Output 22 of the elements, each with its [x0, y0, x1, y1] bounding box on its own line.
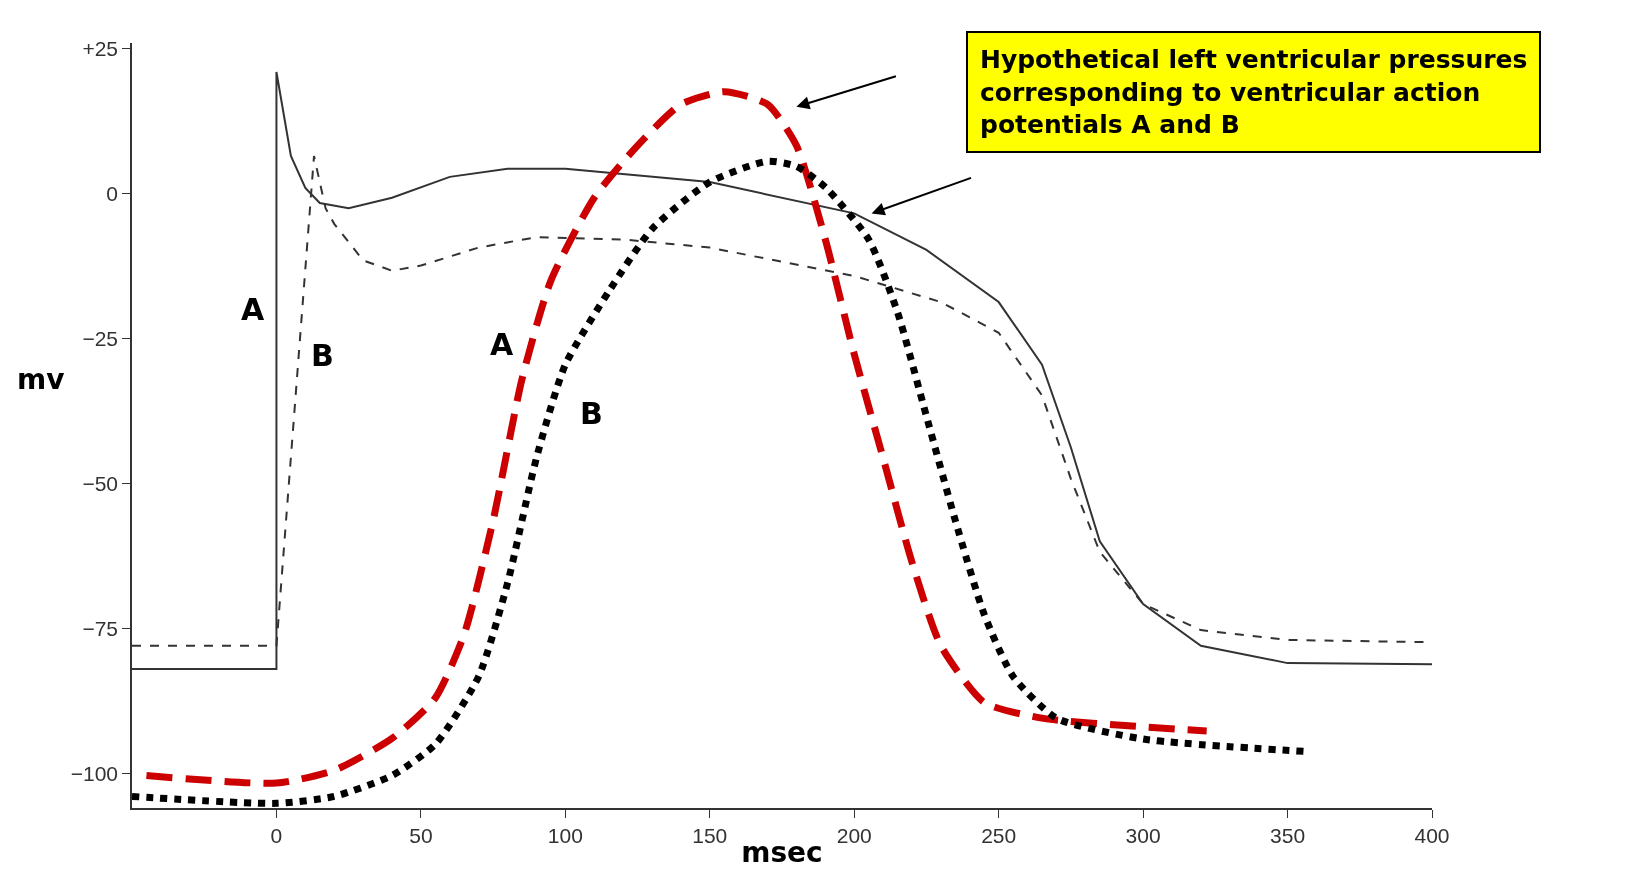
y-tick-label: −100 — [70, 761, 119, 785]
y-tick-label: −25 — [82, 326, 119, 350]
y-tick-label: 0 — [106, 182, 119, 206]
annotation: A — [490, 327, 514, 362]
annotation: B — [311, 338, 334, 373]
x-tick-label: 400 — [1414, 823, 1450, 847]
annotation: A — [241, 292, 265, 327]
x-tick-label: 0 — [270, 823, 283, 847]
y-tick-label: −75 — [82, 616, 119, 640]
annotation: B — [580, 396, 603, 431]
x-tick-label: 50 — [409, 823, 433, 847]
y-axis-title: mv — [17, 363, 65, 396]
annotation: Hypothetical left ventricular pressures corresponding to ventricular action potentials A and B — [980, 45, 1528, 139]
x-tick-label: 250 — [981, 823, 1017, 847]
x-tick-label: 150 — [692, 823, 728, 847]
y-tick-label: +25 — [82, 37, 119, 61]
x-tick-label: 200 — [836, 823, 872, 847]
x-tick-label: 350 — [1270, 823, 1306, 847]
x-axis-title: msec — [741, 836, 823, 869]
x-tick-label: 300 — [1125, 823, 1161, 847]
x-tick-label: 100 — [547, 823, 583, 847]
y-tick-label: −50 — [82, 471, 119, 495]
